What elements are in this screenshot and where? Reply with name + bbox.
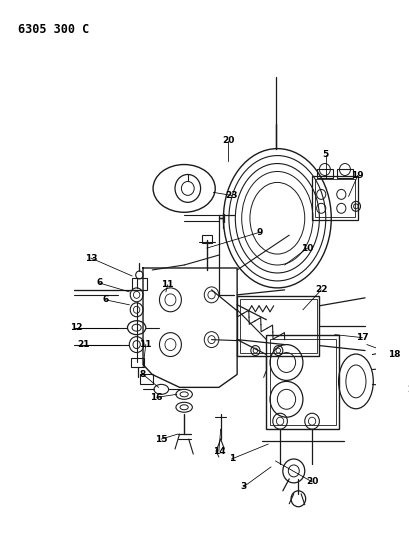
Text: 18: 18: [387, 350, 400, 359]
FancyBboxPatch shape: [131, 358, 144, 367]
Text: 11: 11: [161, 280, 173, 289]
Text: 5: 5: [322, 150, 328, 159]
Text: 8: 8: [139, 370, 146, 379]
FancyBboxPatch shape: [132, 278, 146, 290]
Text: 11: 11: [139, 340, 152, 349]
Text: 9: 9: [256, 228, 263, 237]
FancyBboxPatch shape: [140, 375, 153, 384]
Text: 12: 12: [70, 323, 82, 332]
Text: 16: 16: [150, 393, 163, 402]
Text: 20: 20: [305, 478, 317, 487]
Text: 2: 2: [407, 385, 409, 394]
Text: 22: 22: [314, 285, 327, 294]
Text: 1: 1: [228, 455, 234, 464]
FancyBboxPatch shape: [201, 235, 212, 243]
Text: 13: 13: [85, 254, 97, 263]
Text: 10: 10: [301, 244, 313, 253]
Text: 21: 21: [77, 340, 90, 349]
Text: 6305 300 C: 6305 300 C: [18, 23, 89, 36]
Text: 6: 6: [102, 295, 108, 304]
Text: 15: 15: [155, 434, 167, 443]
Text: 23: 23: [225, 191, 237, 200]
Text: 14: 14: [212, 447, 225, 456]
Text: 20: 20: [221, 136, 234, 145]
Text: 3: 3: [240, 482, 246, 491]
Text: 17: 17: [355, 333, 368, 342]
Text: 19: 19: [351, 171, 363, 180]
Text: 6: 6: [96, 278, 102, 287]
